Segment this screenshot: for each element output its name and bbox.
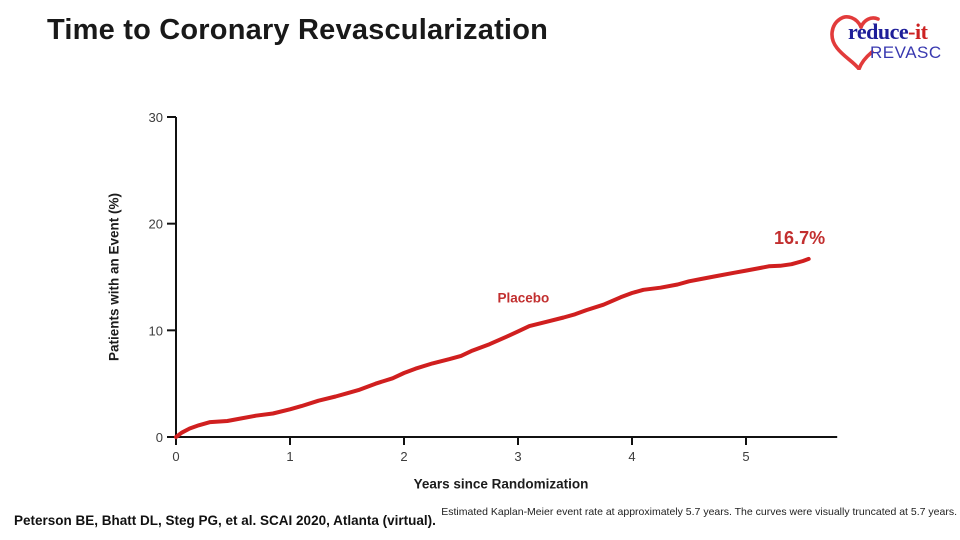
citation-text: Peterson BE, Bhatt DL, Steg PG, et al. S… [14, 513, 436, 528]
logo-wordmark: reduce-it [848, 19, 928, 45]
logo-text-reduce: reduce [848, 19, 909, 44]
annotation-value-label: 16.7% [774, 228, 825, 248]
y-tick-label: 30 [149, 110, 163, 125]
logo-text-it: -it [908, 19, 928, 44]
x-tick-label: 4 [628, 449, 635, 464]
x-tick-label: 2 [400, 449, 407, 464]
x-tick-label: 0 [172, 449, 179, 464]
heart-icon [830, 15, 880, 70]
y-tick-label: 20 [149, 217, 163, 232]
annotation-series-label: Placebo [497, 291, 549, 306]
x-tick-label: 1 [286, 449, 293, 464]
y-tick-label: 0 [156, 430, 163, 445]
x-tick-label: 3 [514, 449, 521, 464]
placebo-curve [174, 256, 811, 439]
logo-text-revasc: REVASC [870, 43, 942, 62]
x-tick-label: 5 [742, 449, 749, 464]
reduce-it-revasc-logo: reduce-it REVASC [826, 10, 954, 70]
footnote-text: Estimated Kaplan-Meier event rate at app… [441, 506, 957, 518]
y-axis-label: Patients with an Event (%) [106, 192, 122, 362]
y-tick-label: 10 [149, 323, 163, 338]
x-axis-label: Years since Randomization [413, 476, 589, 492]
page-title: Time to Coronary Revascularization [47, 14, 549, 46]
